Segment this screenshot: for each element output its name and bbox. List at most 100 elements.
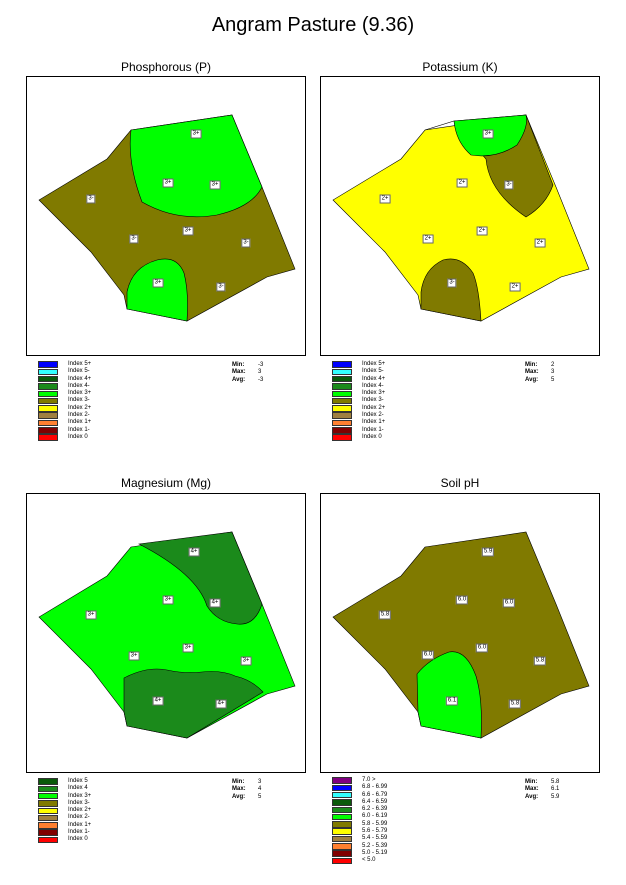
map-label: 3- — [241, 238, 251, 248]
map-label: 3+ — [190, 129, 202, 139]
legend-swatch — [38, 434, 58, 441]
legend-item: Index 1+ — [38, 822, 91, 829]
legend-swatch — [332, 777, 352, 784]
map-label: 6.1 — [445, 696, 459, 706]
legend-swatch — [332, 791, 352, 799]
legend-swatch — [38, 427, 58, 434]
legend-label: Index 3- — [68, 397, 90, 404]
legend-label: 6.6 - 6.79 — [362, 791, 388, 798]
legend-item: Index 3+ — [38, 793, 91, 800]
panel-title-soil-ph: Soil pH — [440, 476, 480, 490]
legend-item: 5.6 - 5.79 — [332, 828, 387, 835]
legend-label: Index 5- — [68, 368, 90, 375]
legend-label: Index 1- — [362, 426, 384, 433]
legend-item: 5.8 - 5.99 — [332, 821, 387, 828]
legend-label: Index 4 — [68, 785, 88, 792]
legend-label: Index 0 — [68, 433, 88, 440]
legend-label: 6.0 - 6.19 — [362, 813, 388, 820]
legend-item: 6.6 - 6.79 — [332, 792, 387, 799]
legend-phosphorous: Index 5+ Index 5- Index 4+ Index 4- Inde… — [38, 361, 91, 441]
stat-value: 2 — [551, 362, 555, 368]
stat-value: -3 — [258, 362, 264, 368]
stat-key: Avg: — [525, 793, 539, 800]
legend-label: < 5.0 — [362, 857, 376, 864]
legend-label: Index 3- — [362, 397, 384, 404]
legend-swatch — [38, 390, 58, 398]
legend-item: Index 3- — [38, 397, 91, 405]
legend-item: Index 1- — [38, 427, 91, 434]
legend-label: Index 0 — [68, 836, 88, 843]
map-label: 3+ — [162, 178, 174, 188]
legend-item: Index 1+ — [38, 419, 91, 427]
map-label: 4+ — [188, 547, 200, 557]
map-label: 6.0 — [502, 598, 516, 608]
stat-key: Max: — [232, 369, 246, 376]
legend-soil-ph: 7.0 > 6.8 - 6.99 6.6 - 6.79 6.4 - 6.59 6… — [332, 777, 387, 865]
map-label: 5.8 — [378, 610, 392, 620]
legend-item: Index 3+ — [332, 390, 386, 398]
map-label: 4+ — [215, 699, 227, 709]
legend-label: Index 2+ — [362, 404, 386, 411]
legend-label: 6.2 - 6.39 — [362, 806, 388, 813]
stat-value: 5.9 — [551, 793, 560, 800]
legend-label: Index 3- — [68, 799, 90, 806]
map-label: 3- — [504, 180, 514, 190]
stat-value: 4 — [258, 786, 262, 793]
stat-row: Avg: 5.9 — [525, 794, 559, 801]
map-label: 5.8 — [533, 656, 547, 666]
map-label: 6.0 — [455, 595, 469, 605]
map-label: 4+ — [152, 696, 164, 706]
legend-label: Index 5+ — [362, 361, 386, 367]
legend-swatch — [332, 419, 352, 427]
legend-label: Index 4+ — [68, 375, 92, 382]
legend-swatch — [38, 412, 58, 419]
legend-item: Index 4 — [38, 785, 91, 793]
stat-row: Min: -3 — [232, 362, 263, 369]
legend-swatch — [332, 390, 352, 398]
legend-item: Index 0 — [332, 434, 385, 441]
legend-label: Index 2+ — [68, 404, 92, 411]
map-phosphorous: 3+ 3+ 3+ 3- 3- 3+ 3- 3+ 3- — [26, 76, 306, 356]
legend-swatch — [38, 368, 58, 376]
legend-label: Index 2+ — [68, 807, 92, 814]
stat-row: Avg: -3 — [232, 377, 263, 384]
stat-key: Min: — [232, 779, 245, 785]
stat-key: Min: — [525, 779, 538, 785]
map-label: 5.9 — [481, 547, 495, 557]
legend-swatch — [38, 807, 58, 815]
stat-row: Max: 4 — [232, 786, 261, 793]
legend-label: Index 2- — [68, 814, 90, 821]
map-label: 3- — [86, 194, 96, 204]
map-label: 2+ — [509, 282, 521, 292]
legend-item: Index 5 — [38, 778, 91, 785]
legend-label: 7.0 > — [362, 777, 376, 783]
legend-item: Index 2+ — [38, 405, 91, 412]
legend-item: < 5.0 — [332, 857, 387, 865]
stat-value: 6.1 — [551, 786, 560, 793]
legend-swatch — [332, 799, 352, 806]
map-soil-ph: 5.9 6.0 6.0 5.8 6.0 6.0 5.8 6.1 5.8 — [320, 493, 600, 773]
legend-swatch — [38, 814, 58, 822]
legend-label: Index 5- — [362, 368, 384, 375]
legend-item: 6.4 - 6.59 — [332, 799, 387, 806]
legend-label: Index 2- — [362, 412, 384, 419]
legend-label: 5.0 - 5.19 — [362, 849, 388, 856]
legend-swatch — [38, 800, 58, 807]
legend-label: Index 1+ — [362, 419, 386, 426]
map-label: 2+ — [534, 238, 546, 248]
legend-label: Index 3+ — [362, 390, 386, 397]
field-map-phosphorous — [38, 114, 296, 322]
legend-label: Index 2- — [68, 412, 90, 419]
legend-item: Index 5- — [38, 368, 91, 376]
legend-swatch — [332, 857, 352, 865]
map-label: 6.0 — [421, 650, 435, 660]
stat-row: Max: 6.1 — [525, 786, 559, 793]
field-map-potassium — [332, 114, 590, 322]
legend-label: Index 4- — [68, 382, 90, 389]
legend-label: Index 1- — [68, 426, 90, 433]
legend-label: Index 1- — [68, 829, 90, 836]
legend-swatch — [38, 405, 58, 412]
legend-item: 6.2 - 6.39 — [332, 806, 388, 814]
map-label: 5.8 — [508, 699, 522, 709]
map-label: 2+ — [379, 194, 391, 204]
